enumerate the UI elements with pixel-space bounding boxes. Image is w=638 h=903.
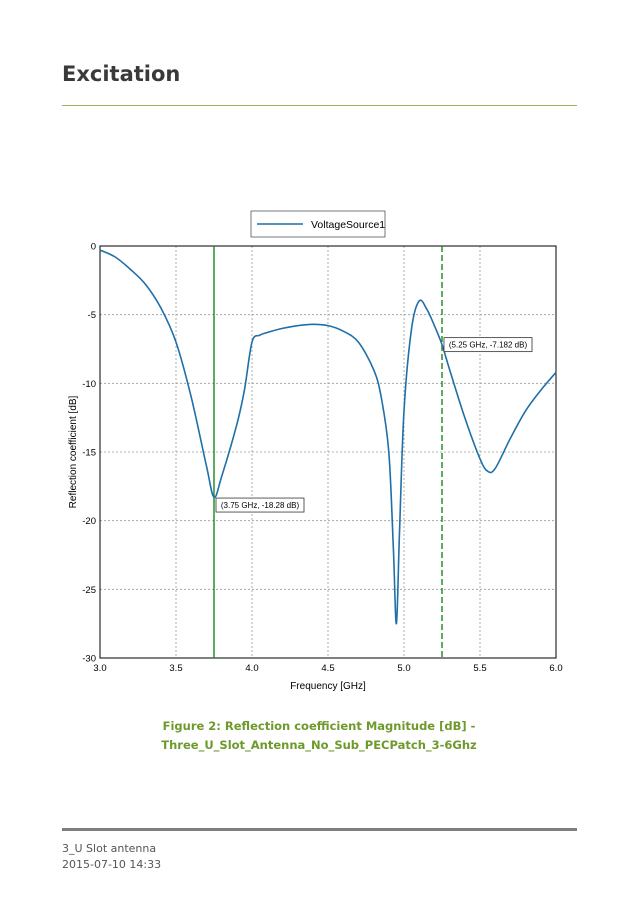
title-divider [62, 105, 577, 106]
tick-layer: 3.0 3.5 4.0 4.5 5.0 5.5 6.0 0 -5 -10 -15 -20 -25 -30 [82, 242, 562, 675]
y-tick-label: 0 [91, 242, 96, 253]
y-axis-label: Reflection coefficient [dB] [68, 395, 79, 508]
x-tick-label: 3.5 [169, 663, 182, 674]
legend-box [250, 210, 386, 238]
series-line-voltagesource1 [99, 249, 557, 625]
plot-frame [99, 245, 557, 659]
x-tick-label: 4.0 [245, 663, 258, 674]
x-tick-label: 4.5 [321, 663, 334, 674]
marker-label-2: (5.25 GHz, -7.182 dB) [449, 341, 528, 350]
x-tick-label: 3.0 [93, 663, 106, 674]
y-tick-label: -20 [82, 516, 96, 527]
marker-layer [213, 246, 443, 658]
grid-layer [100, 246, 556, 658]
figure-caption-line1: Figure 2: Reflection coefficient Magnitu… [162, 719, 476, 733]
footer-doc-name: 3_U Slot antenna [62, 842, 157, 855]
section-title: Excitation [62, 62, 181, 86]
x-tick-label: 6.0 [549, 663, 562, 674]
legend-label: VoltageSource1 [311, 219, 385, 231]
y-tick-label: -30 [82, 654, 96, 665]
x-axis-label: Frequency [GHz] [290, 681, 366, 692]
marker-label-1: (3.75 GHz, -18.28 dB) [221, 501, 300, 510]
footer-timestamp: 2015-07-10 14:33 [62, 858, 162, 871]
x-tick-label: 5.5 [473, 663, 486, 674]
y-tick-label: -10 [82, 379, 96, 390]
marker-label-box-2 [443, 337, 533, 353]
annotation-layer: (3.75 GHz, -18.28 dB) (5.25 GHz, -7.182 d… [215, 337, 533, 513]
figure-caption-line2: Three_U_Slot_Antenna_No_Sub_PECPatch_3-6… [161, 738, 477, 752]
y-tick-label: -5 [88, 310, 96, 321]
marker-label-box-1 [215, 497, 305, 513]
footer-divider [62, 828, 577, 831]
y-tick-label: -15 [82, 448, 96, 459]
x-tick-label: 5.0 [397, 663, 410, 674]
y-tick-label: -25 [82, 585, 96, 596]
